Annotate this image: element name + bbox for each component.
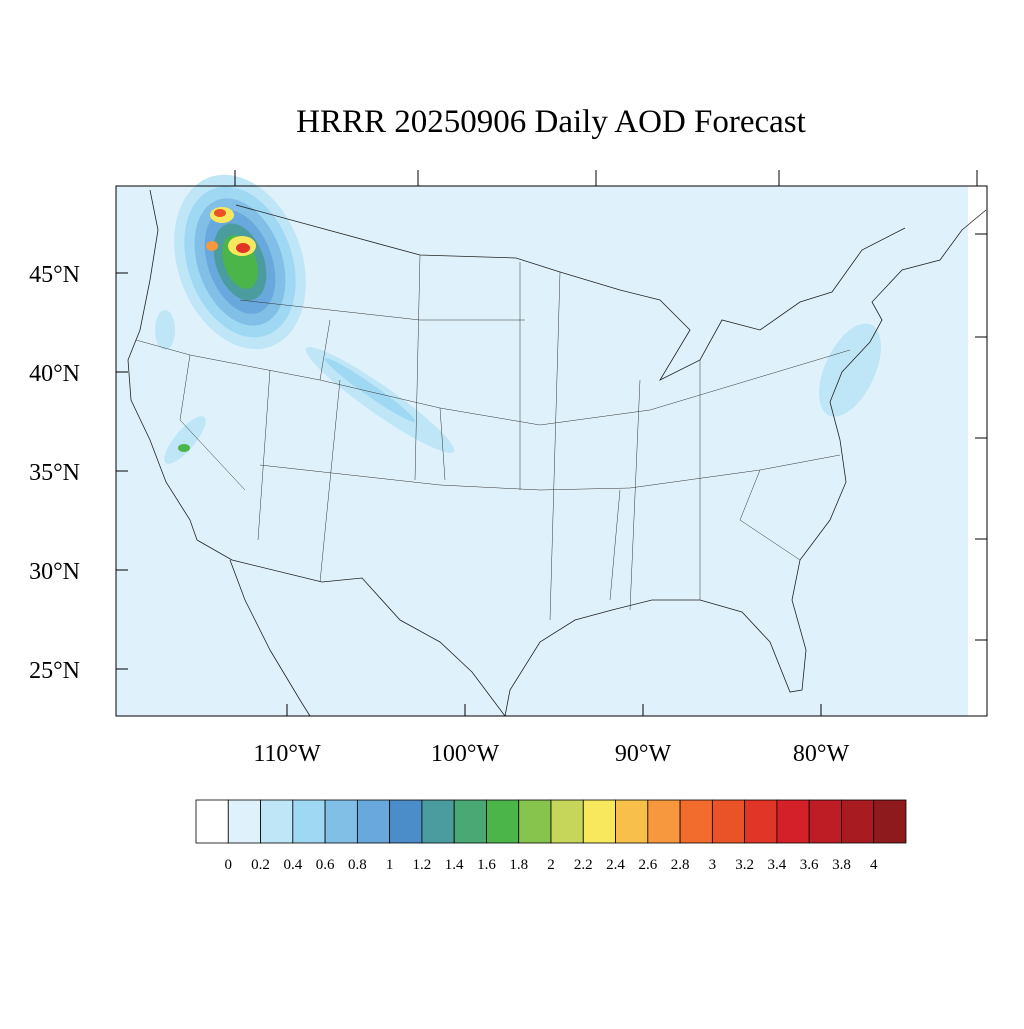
colorbar-label: 0.8 xyxy=(348,857,367,873)
longitude-label: 100°W xyxy=(431,741,500,767)
colorbar-label: 1.8 xyxy=(509,857,528,873)
border xyxy=(196,539,506,717)
colorbar-box xyxy=(647,799,681,844)
colorbar-box xyxy=(582,799,616,844)
colorbar-box xyxy=(227,799,261,844)
map-ticks: 45°N 40°N 35°N 30°N 25°N 110°W 100°W 90°W 80°W xyxy=(29,170,987,767)
aod-plume xyxy=(236,243,250,253)
colorbar-label: 1.2 xyxy=(413,857,432,873)
colorbar-box xyxy=(776,799,810,844)
colorbar-box xyxy=(486,799,520,844)
longitude-label: 90°W xyxy=(615,741,672,767)
colorbar-box xyxy=(292,799,326,844)
latitude-label: 30°N xyxy=(29,559,80,585)
colorbar-box xyxy=(356,799,391,844)
colorbar-label: 3.4 xyxy=(768,857,787,873)
colorbar-label: 2.2 xyxy=(574,857,593,873)
latitude-label: 40°N xyxy=(29,361,80,387)
colorbar-label: 1 xyxy=(386,857,394,873)
colorbar-label: 2.6 xyxy=(638,857,657,873)
longitude-label: 80°W xyxy=(793,741,850,767)
aod-plume xyxy=(155,310,175,350)
colorbar-box xyxy=(873,799,907,844)
colorbar-box xyxy=(679,799,713,844)
map-frame xyxy=(115,185,988,717)
colorbar-label: 3.8 xyxy=(832,857,851,873)
colorbar-label: 1.6 xyxy=(477,857,496,873)
latitude-label: 45°N xyxy=(29,262,80,288)
colorbar-box xyxy=(550,799,584,844)
colorbar-label: 3 xyxy=(709,857,717,873)
colorbar-label: 2.8 xyxy=(671,857,690,873)
aod-plume xyxy=(164,416,206,464)
colorbar-label: 2 xyxy=(547,857,555,873)
colorbar-label: 3.2 xyxy=(735,857,754,873)
colorbar-box xyxy=(389,799,423,844)
colorbar-label: 2.4 xyxy=(606,857,625,873)
colorbar-label: 0 xyxy=(225,857,233,873)
coastline xyxy=(229,559,311,717)
latitude-label: 25°N xyxy=(29,658,80,684)
coastline xyxy=(127,189,198,541)
aod-plume xyxy=(178,444,190,452)
colorbar-box xyxy=(195,799,229,844)
colorbar-box xyxy=(808,799,842,844)
latitude-label: 35°N xyxy=(29,460,80,486)
coastlines xyxy=(127,189,987,717)
colorbar-label: 0.4 xyxy=(283,857,302,873)
colorbar-box xyxy=(518,799,552,844)
colorbar-box xyxy=(615,799,649,844)
colorbar: 0 0.2 0.4 0.6 0.8 1 1.2 1.4 1.6 1.8 2 2.2 2.4 2.6 2.8 3… xyxy=(195,799,907,873)
colorbar-label: 0.6 xyxy=(316,857,335,873)
aod-plume xyxy=(324,358,416,422)
colorbar-box xyxy=(421,799,455,844)
colorbar-box xyxy=(744,799,778,844)
title: HRRR 20250906 Daily AOD Forecast xyxy=(296,104,806,140)
colorbar-label: 1.4 xyxy=(445,857,464,873)
state-borders xyxy=(135,254,851,621)
coastline xyxy=(504,209,987,717)
colorbar-label: 0.2 xyxy=(251,857,270,873)
border xyxy=(235,204,906,381)
colorbar-box xyxy=(841,799,875,844)
colorbar-label: 3.6 xyxy=(800,857,819,873)
aod-plume xyxy=(206,241,218,251)
aod-plume xyxy=(214,209,226,217)
colorbar-box xyxy=(260,799,294,844)
aod-field xyxy=(116,174,968,716)
colorbar-box xyxy=(324,799,358,844)
colorbar-box xyxy=(453,799,487,844)
longitude-label: 110°W xyxy=(253,741,321,767)
colorbar-label: 4 xyxy=(870,857,878,873)
colorbar-box xyxy=(711,799,746,844)
